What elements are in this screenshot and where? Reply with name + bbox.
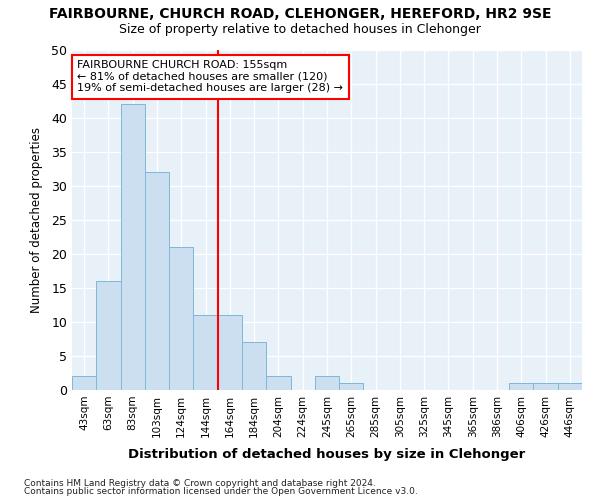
Text: FAIRBOURNE CHURCH ROAD: 155sqm
← 81% of detached houses are smaller (120)
19% of: FAIRBOURNE CHURCH ROAD: 155sqm ← 81% of …: [77, 60, 343, 94]
Text: Contains HM Land Registry data © Crown copyright and database right 2024.: Contains HM Land Registry data © Crown c…: [24, 478, 376, 488]
Bar: [193, 315, 218, 390]
X-axis label: Distribution of detached houses by size in Clehonger: Distribution of detached houses by size …: [128, 448, 526, 461]
Bar: [558, 383, 582, 390]
Text: Size of property relative to detached houses in Clehonger: Size of property relative to detached ho…: [119, 22, 481, 36]
Bar: [509, 383, 533, 390]
Bar: [339, 383, 364, 390]
Bar: [533, 383, 558, 390]
Bar: [169, 247, 193, 390]
Bar: [218, 315, 242, 390]
Text: Contains public sector information licensed under the Open Government Licence v3: Contains public sector information licen…: [24, 487, 418, 496]
Bar: [72, 376, 96, 390]
Bar: [121, 104, 145, 390]
Text: FAIRBOURNE, CHURCH ROAD, CLEHONGER, HEREFORD, HR2 9SE: FAIRBOURNE, CHURCH ROAD, CLEHONGER, HERE…: [49, 8, 551, 22]
Y-axis label: Number of detached properties: Number of detached properties: [30, 127, 43, 313]
Bar: [266, 376, 290, 390]
Bar: [315, 376, 339, 390]
Bar: [96, 281, 121, 390]
Bar: [145, 172, 169, 390]
Bar: [242, 342, 266, 390]
